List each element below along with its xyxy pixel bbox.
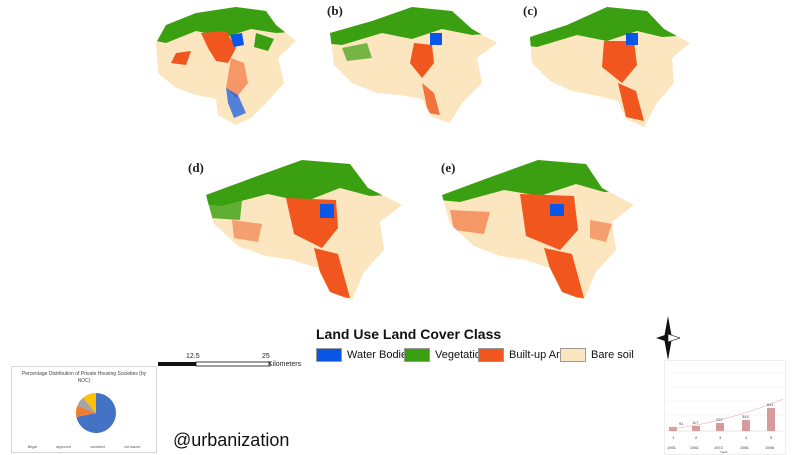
legend-item-vegetation: Vegetation — [404, 348, 487, 362]
map-panel-c — [522, 3, 692, 128]
scale-unit: Kilometers — [268, 361, 302, 368]
panel-label-c: (c) — [523, 3, 538, 18]
pie-legend-approved: approved — [56, 445, 71, 449]
panel-label-b: (b) — [327, 3, 343, 18]
legend-swatch-baresoil — [560, 348, 586, 362]
legend-item-builtup: Built-up Area — [478, 348, 572, 362]
map-panel-e — [440, 150, 636, 302]
bar-value-2: 117 — [692, 420, 699, 425]
bar-year-3: 1972 — [714, 445, 723, 450]
bar-year-1: 1951 — [667, 445, 676, 450]
bar-year-4: 1981 — [740, 445, 749, 450]
legend-swatch-vegetation — [404, 348, 430, 362]
bar-value-1: 91 — [679, 421, 684, 426]
bar-value-5: 641 — [767, 402, 774, 407]
scale-tick-1: 12.5 — [186, 353, 200, 360]
map-panel-d — [202, 150, 404, 302]
bar-index-1: 1 — [672, 435, 675, 440]
legend-item-baresoil: Bare soil — [560, 348, 634, 362]
watermark-text: @urbanization — [173, 430, 290, 450]
scale-tick-2: 25 — [262, 353, 270, 360]
map-panel-a — [156, 3, 304, 128]
legend-label-vegetation: Vegetation — [435, 349, 487, 361]
bar-index-5: 5 — [770, 435, 773, 440]
pie-chart-inset: Percentage Distribution of Private Housi… — [11, 366, 157, 453]
bar-year-2: 1961 — [690, 445, 699, 450]
legend-item-water: Water Bodies — [316, 348, 413, 362]
bar-index-3: 3 — [719, 435, 722, 440]
pie-legend-not-issued: not issued — [124, 445, 141, 449]
panel-label-d: (d) — [188, 160, 204, 175]
legend-title: Land Use Land Cover Class — [316, 326, 502, 342]
map-panel-b — [322, 3, 500, 128]
bar-year-5: 1998 — [765, 445, 774, 450]
scale-bar: 12.5 25 Kilometers — [158, 353, 478, 383]
bar-axis-label: Years — [720, 450, 728, 454]
bar-chart-inset: 91 117 237 344 641 1 2 3 4 5 1951 1961 1… — [664, 360, 786, 455]
bar-value-4: 344 — [742, 414, 749, 419]
panel-label-e: (e) — [441, 160, 456, 175]
bar-value-3: 237 — [716, 417, 723, 422]
legend-label-builtup: Built-up Area — [509, 349, 572, 361]
pie-legend-cancelled: cancelled — [90, 445, 105, 449]
legend-swatch-water — [316, 348, 342, 362]
pie-chart-title: Percentage Distribution of Private Housi… — [21, 371, 147, 384]
pie-chart-legend: Illegal approved cancelled not issued — [18, 445, 150, 449]
legend-label-water: Water Bodies — [347, 349, 413, 361]
north-arrow-icon — [656, 314, 681, 362]
legend-swatch-builtup — [478, 348, 504, 362]
bar-index-4: 4 — [745, 435, 748, 440]
bar-index-2: 2 — [695, 435, 698, 440]
pie-legend-illegal: Illegal — [27, 445, 37, 449]
legend-label-baresoil: Bare soil — [591, 349, 634, 361]
